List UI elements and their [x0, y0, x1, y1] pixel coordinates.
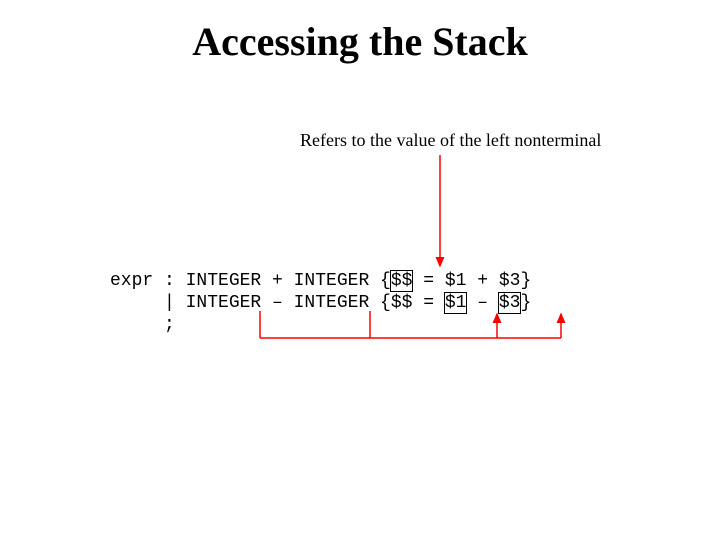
code-l2a: | INTEGER – INTEGER {$$ = [110, 293, 445, 313]
code-l1b: = $1 + $3} [412, 271, 531, 291]
token-dollar-dollar-1: $$ [391, 271, 413, 291]
grammar-code: expr : INTEGER + INTEGER {$$ = $1 + $3} … [110, 270, 531, 336]
caption-text: Refers to the value of the left nontermi… [300, 130, 601, 151]
code-l1a: expr : INTEGER + INTEGER { [110, 271, 391, 291]
token-dollar-1: $1 [445, 293, 467, 313]
slide-title: Accessing the Stack [0, 18, 720, 65]
code-l2b: – [466, 293, 498, 313]
token-dollar-3: $3 [499, 293, 521, 313]
code-l3: ; [110, 315, 175, 335]
code-l2c: } [520, 293, 531, 313]
